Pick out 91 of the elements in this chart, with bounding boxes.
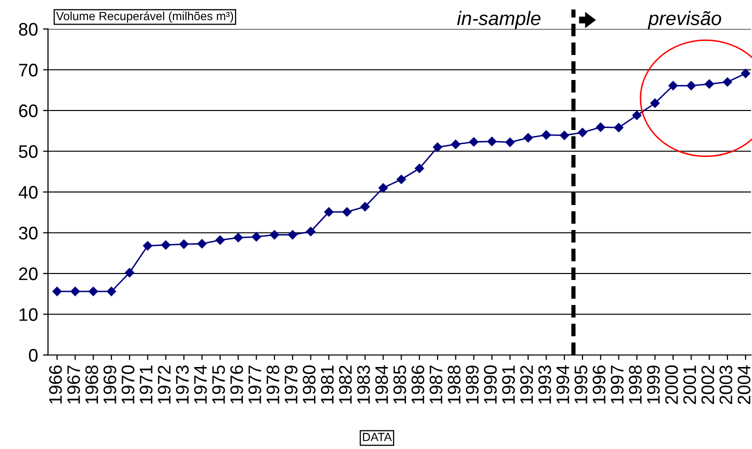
y-tick-label: 0 bbox=[28, 348, 38, 362]
x-tick-label: 1987 bbox=[430, 366, 442, 404]
x-tick-label: 2003 bbox=[720, 366, 732, 404]
point bbox=[270, 230, 280, 240]
x-tick-label: 1973 bbox=[176, 366, 189, 404]
point bbox=[650, 98, 660, 108]
point bbox=[704, 79, 714, 89]
x-tick-label: 2001 bbox=[683, 366, 696, 404]
y-tick-label: 20 bbox=[19, 267, 38, 280]
x-tick-label: 2000 bbox=[665, 365, 678, 404]
point bbox=[88, 286, 98, 296]
x-tick-label: 1981 bbox=[320, 366, 334, 404]
x-tick-label: 1967 bbox=[67, 366, 80, 404]
point bbox=[487, 136, 497, 146]
x-tick-label: 1994 bbox=[556, 365, 570, 404]
annotation: previsão bbox=[648, 10, 722, 30]
point bbox=[578, 128, 588, 138]
x-tick-label: 1983 bbox=[357, 366, 370, 404]
x-tick-label: 1977 bbox=[248, 366, 262, 404]
x-tick-label: 1968 bbox=[85, 366, 98, 404]
x-tick-label: 1997 bbox=[610, 366, 624, 404]
x-tick-label: 1974 bbox=[194, 365, 207, 404]
point bbox=[614, 122, 624, 132]
point bbox=[432, 142, 442, 152]
x-tick-label: 2004 bbox=[738, 365, 750, 404]
point bbox=[596, 122, 606, 132]
point bbox=[179, 240, 189, 249]
x-tick-label: 1986 bbox=[411, 366, 424, 404]
x-tick-label: 1985 bbox=[393, 365, 406, 404]
x-tick-label: 1984 bbox=[375, 365, 388, 404]
x-tick-label: 1975 bbox=[212, 365, 225, 404]
point bbox=[632, 110, 642, 120]
point bbox=[396, 174, 406, 184]
point bbox=[252, 232, 261, 242]
point bbox=[524, 133, 533, 142]
x-tick-label: 1995 bbox=[574, 365, 588, 404]
point bbox=[505, 138, 515, 147]
x-tick-label: 1993 bbox=[538, 366, 552, 404]
point bbox=[234, 233, 243, 242]
point bbox=[378, 183, 388, 193]
x-tick-label: 1976 bbox=[230, 366, 244, 404]
x-tick-label: 1992 bbox=[520, 366, 533, 404]
point bbox=[451, 140, 460, 149]
point bbox=[124, 268, 134, 278]
point bbox=[216, 235, 225, 245]
x-tick-label: 1999 bbox=[647, 366, 660, 404]
point bbox=[106, 286, 116, 296]
point bbox=[668, 81, 678, 90]
x-tick-label: 1970 bbox=[122, 365, 134, 404]
y-tick-label: 80 bbox=[18, 22, 38, 36]
y-tick-label: 60 bbox=[19, 104, 38, 118]
point bbox=[560, 130, 570, 140]
x-tick-label: 1978 bbox=[266, 366, 280, 404]
point bbox=[686, 81, 696, 90]
point bbox=[306, 226, 316, 236]
x-tick-label: 1989 bbox=[466, 366, 479, 404]
x-tick-label: 1972 bbox=[158, 366, 171, 404]
point bbox=[70, 286, 80, 296]
x-tick-label: 2002 bbox=[701, 366, 714, 404]
x-tick-label: 1969 bbox=[103, 366, 116, 404]
y-tick-label: 40 bbox=[18, 186, 38, 199]
x-tick-label: 1998 bbox=[628, 366, 642, 404]
x-tick-label: 1982 bbox=[339, 366, 352, 404]
point bbox=[197, 239, 207, 248]
point bbox=[360, 202, 370, 212]
y-tick-label: 30 bbox=[18, 226, 38, 240]
y-tick-label: 70 bbox=[19, 64, 38, 76]
point bbox=[324, 207, 334, 217]
point bbox=[161, 240, 170, 250]
x-tick-label: 1988 bbox=[448, 366, 461, 404]
x-tick-label: 1996 bbox=[592, 366, 606, 404]
point bbox=[414, 164, 424, 173]
x-tick-label: 1990 bbox=[484, 365, 497, 404]
x-tick-label: 1980 bbox=[302, 365, 316, 404]
point bbox=[288, 230, 298, 240]
point bbox=[469, 137, 478, 146]
point bbox=[143, 241, 152, 250]
y-tick-label: 10 bbox=[20, 308, 38, 321]
x-tick-label: 1979 bbox=[284, 366, 298, 404]
annotation: in-sample bbox=[457, 10, 540, 30]
y-axis-title: Volume Recuperável (milhões m³) bbox=[56, 11, 234, 23]
x-tick-label: 1966 bbox=[49, 366, 62, 404]
point bbox=[740, 68, 750, 78]
x-tick-label: 1991 bbox=[502, 366, 515, 404]
x-axis-title: DATA bbox=[363, 432, 392, 442]
y-tick-label: 50 bbox=[18, 145, 38, 158]
point bbox=[542, 130, 551, 140]
point bbox=[52, 286, 62, 296]
x-tick-label: 1971 bbox=[140, 366, 152, 404]
point bbox=[722, 77, 732, 87]
point bbox=[342, 207, 352, 217]
